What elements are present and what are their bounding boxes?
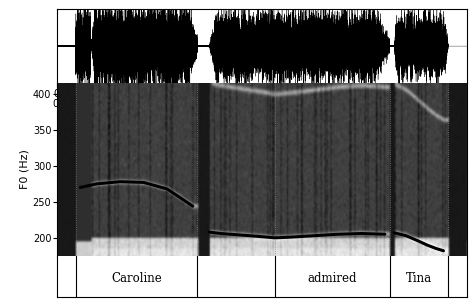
Y-axis label: F0 (Hz): F0 (Hz) (20, 149, 30, 189)
Text: 0: 0 (53, 99, 59, 109)
Text: admired: admired (308, 272, 357, 285)
Text: Caroline: Caroline (111, 272, 162, 285)
Text: Tina: Tina (406, 272, 432, 285)
